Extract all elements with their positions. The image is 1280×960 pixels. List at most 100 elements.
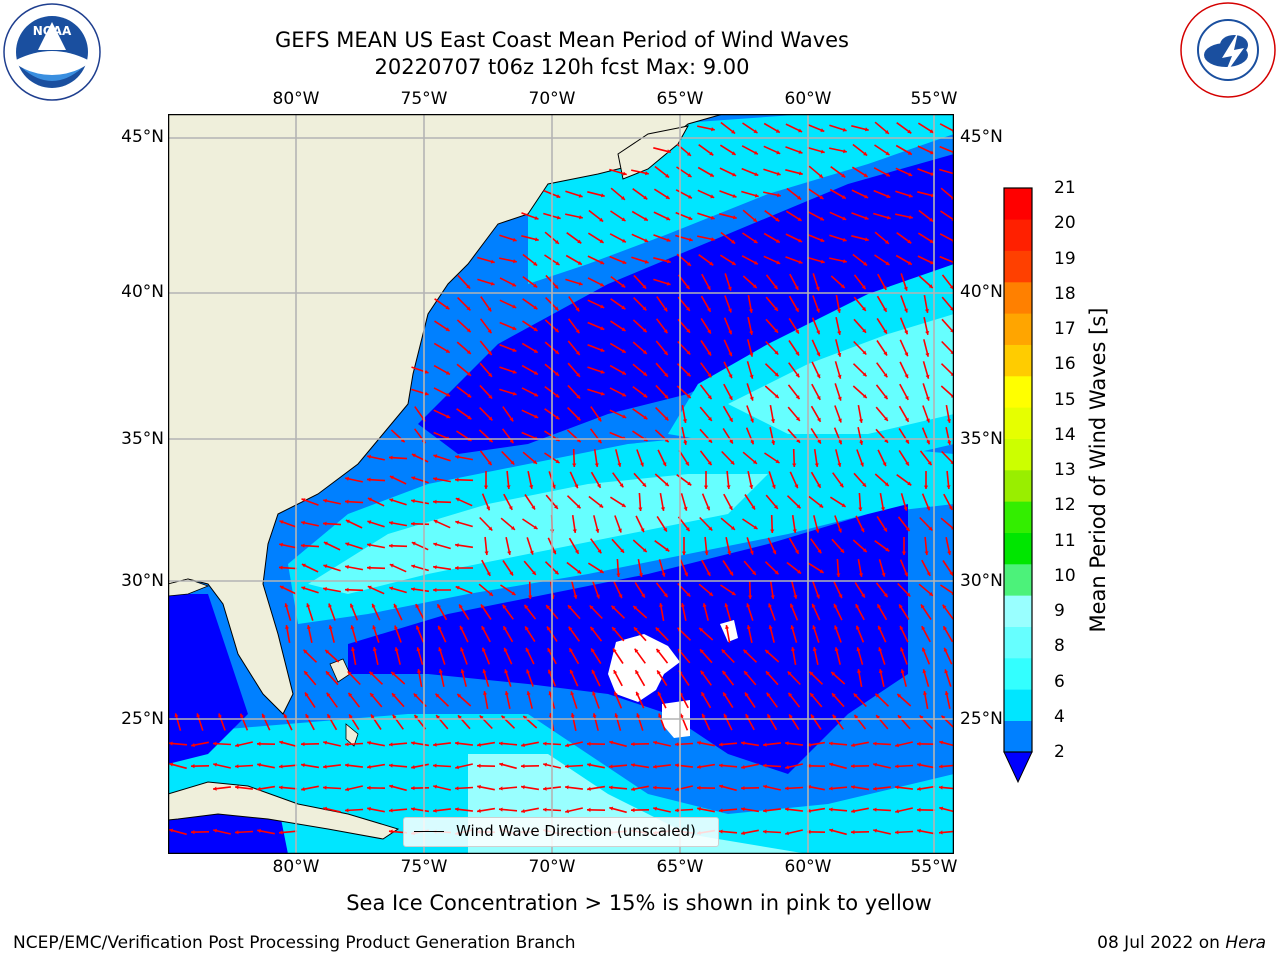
wind-arrow-head — [859, 441, 864, 445]
wind-arrow-head — [279, 740, 284, 745]
wind-arrow-head — [455, 455, 459, 460]
wind-arrow-head — [776, 260, 781, 265]
wind-arrow-head — [595, 528, 600, 533]
wind-arrow-head — [391, 672, 396, 676]
wind-arrow-head — [411, 541, 416, 546]
wind-arrow-head — [614, 713, 619, 718]
wind-arrow-head — [686, 350, 691, 355]
wind-arrow-head — [619, 483, 624, 488]
wind-arrow-head — [460, 669, 465, 674]
wind-arrow-head — [731, 591, 736, 595]
wind-arrow-head — [446, 392, 450, 397]
wind-arrow-head — [790, 625, 795, 630]
nws-logo — [1180, 2, 1276, 98]
wind-arrow-head — [732, 194, 737, 198]
wind-arrow-head — [433, 477, 437, 482]
wind-arrow-head — [528, 595, 533, 599]
wind-arrow-head — [279, 764, 283, 769]
wind-arrow-head — [924, 309, 929, 313]
lon-tick-bottom: 80°W — [272, 857, 320, 877]
wind-arrow-head — [749, 331, 754, 335]
wind-arrow-head — [728, 374, 733, 379]
wind-arrow-head — [411, 476, 416, 481]
wind-arrow-head — [621, 283, 626, 288]
wind-arrow-head — [774, 394, 779, 398]
wind-arrow-head — [477, 763, 481, 768]
wind-arrow-head — [257, 828, 261, 833]
wind-arrow-head — [554, 570, 559, 575]
wind-arrow-head — [589, 605, 594, 610]
map-panel — [168, 114, 954, 854]
wind-arrow-head — [503, 647, 508, 652]
wind-arrow-head — [831, 672, 836, 676]
wind-arrow-head — [767, 714, 771, 719]
wind-arrow-head — [684, 572, 688, 577]
wind-arrow-head — [533, 349, 538, 353]
wind-arrow-head — [899, 625, 904, 630]
wind-arrow-head — [622, 260, 627, 264]
wind-arrow-head — [367, 565, 371, 570]
lon-tick-bottom: 70°W — [528, 857, 576, 877]
wind-arrow-head — [895, 830, 899, 835]
wind-arrow-head — [884, 130, 889, 134]
wind-arrow-head — [533, 370, 538, 375]
wind-arrow-head — [657, 670, 661, 675]
wind-arrow-head — [455, 786, 459, 791]
wind-arrow-head — [838, 594, 843, 599]
wind-arrow-head — [904, 352, 909, 357]
wind-arrow-head — [843, 259, 847, 264]
wind-arrow-head — [746, 625, 751, 629]
wind-arrow-head — [895, 743, 899, 748]
wind-arrow-head — [731, 129, 736, 134]
wind-arrow-head — [455, 741, 459, 746]
wind-arrow-head — [862, 548, 867, 552]
wind-arrow-head — [600, 326, 605, 331]
wind-arrow-head — [789, 714, 793, 719]
wind-arrow-head — [592, 713, 597, 718]
wind-arrow-head — [323, 541, 328, 546]
wind-arrow-head — [842, 237, 847, 242]
wind-arrow-head — [701, 713, 706, 718]
wind-arrow-head — [597, 439, 602, 444]
wind-arrow-head — [708, 526, 713, 531]
colorbar-tick-label: 6 — [1054, 671, 1065, 692]
wind-arrow-head — [790, 603, 794, 608]
wind-arrow-head — [546, 605, 550, 610]
wind-arrow-head — [907, 261, 912, 265]
wind-arrow-head — [301, 586, 306, 591]
wind-arrow-head — [411, 453, 416, 458]
colorbar-tick-label: 13 — [1054, 460, 1076, 480]
wind-arrow-head — [653, 740, 657, 745]
wind-arrow-head — [925, 331, 930, 335]
wind-arrow-head — [389, 543, 393, 548]
land-north-america — [168, 114, 724, 715]
wind-arrow-head — [433, 763, 437, 768]
colorbar-cell — [1004, 438, 1032, 471]
wind-arrow-head — [437, 625, 442, 630]
wind-arrow-head — [411, 807, 415, 812]
wind-arrow-head — [499, 786, 503, 791]
wind-arrow-head — [575, 329, 580, 334]
wind-arrow-head — [323, 498, 327, 503]
wind-arrow-head — [788, 692, 793, 697]
wind-arrow-head — [858, 507, 863, 511]
wind-arrow-head — [681, 551, 687, 555]
legend-line-swatch — [414, 831, 444, 832]
wind-arrow-head — [509, 571, 513, 576]
wind-arrow-head — [640, 528, 645, 533]
wind-arrow-head — [614, 691, 618, 696]
wind-arrow-head — [460, 647, 464, 652]
wind-arrow-head — [389, 521, 393, 526]
wind-arrow-head — [213, 786, 217, 791]
wind-arrow-head — [490, 259, 495, 264]
wind-arrow-head — [816, 374, 821, 379]
wind-arrow-head — [858, 573, 863, 577]
wind-arrow-head — [433, 784, 437, 789]
wind-arrow-head — [510, 460, 515, 465]
wind-arrow-head — [438, 647, 443, 652]
wind-arrow-head — [748, 595, 753, 599]
wind-arrow-head — [641, 593, 645, 598]
wind-arrow-head — [861, 593, 865, 598]
wind-arrow-head — [643, 195, 648, 200]
wind-arrow-head — [455, 497, 460, 502]
